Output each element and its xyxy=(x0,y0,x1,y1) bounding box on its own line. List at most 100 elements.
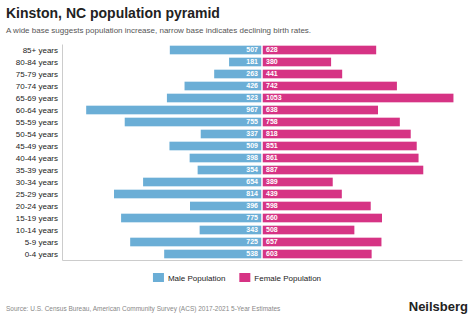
data-label: 441 xyxy=(266,70,278,77)
bar xyxy=(201,130,262,139)
y-tick-label: 25-29 years xyxy=(16,190,58,199)
watermark: Neilsberg xyxy=(409,299,468,314)
legend-swatch xyxy=(239,273,250,282)
bar-series xyxy=(86,46,262,259)
subtitle: A wide base suggests population increase… xyxy=(6,26,311,35)
y-tick-label: 60-64 years xyxy=(16,106,58,115)
chart: Kinston, NC population pyramid A wide bas… xyxy=(0,0,474,316)
data-label: 814 xyxy=(246,190,258,197)
data-label: 818 xyxy=(266,130,278,137)
bar xyxy=(167,94,262,103)
bar-series xyxy=(262,46,453,259)
y-tick-label: 35-39 years xyxy=(16,166,58,175)
data-label: 396 xyxy=(246,202,258,209)
bar xyxy=(114,190,262,199)
y-tick-label: 0-4 years xyxy=(25,250,58,259)
legend-label: Male Population xyxy=(168,274,225,283)
y-tick: 85+ years xyxy=(23,46,62,55)
data-label: 538 xyxy=(246,250,258,257)
x-axis xyxy=(63,260,463,261)
bar xyxy=(86,106,262,115)
bar xyxy=(262,130,411,139)
data-label: 628 xyxy=(266,46,278,53)
data-label: 509 xyxy=(246,142,258,149)
data-label: 507 xyxy=(246,46,258,53)
plot-area xyxy=(86,44,453,260)
data-label: 508 xyxy=(266,226,278,233)
legend-label: Female Population xyxy=(254,274,321,283)
data-label: 660 xyxy=(266,214,278,221)
data-label: 523 xyxy=(246,94,258,101)
y-tick-label: 70-74 years xyxy=(16,82,58,91)
title: Kinston, NC population pyramid xyxy=(6,5,220,21)
bar xyxy=(262,118,400,127)
y-tick-label: 40-44 years xyxy=(16,154,58,163)
bar xyxy=(130,238,262,247)
bar xyxy=(262,82,397,91)
y-axis-line xyxy=(62,45,63,261)
bar xyxy=(262,226,354,235)
y-tick: 55-59 years xyxy=(16,118,62,127)
y-tick-label: 85+ years xyxy=(23,46,58,55)
bar xyxy=(262,142,417,151)
bar xyxy=(164,250,262,259)
y-axis: 0-4 years5-9 years10-14 years15-19 years… xyxy=(16,45,63,261)
bar xyxy=(262,70,342,79)
y-tick: 60-64 years xyxy=(16,106,62,115)
data-label: 755 xyxy=(246,118,258,125)
bar xyxy=(214,70,262,79)
bar xyxy=(262,190,342,199)
y-tick: 35-39 years xyxy=(16,166,62,175)
data-label: 389 xyxy=(266,178,278,185)
bar xyxy=(229,58,262,67)
data-label: 742 xyxy=(266,82,278,89)
bar xyxy=(170,46,262,55)
data-label: 861 xyxy=(266,154,278,161)
source-note: Source: U.S. Census Bureau, American Com… xyxy=(6,305,281,313)
bar xyxy=(121,214,262,223)
bar xyxy=(125,118,262,127)
bar xyxy=(262,94,453,103)
y-tick: 50-54 years xyxy=(16,130,62,139)
data-label: 725 xyxy=(246,238,258,245)
data-label: 380 xyxy=(266,58,278,65)
y-tick-label: 20-24 years xyxy=(16,202,58,211)
bar xyxy=(262,58,331,67)
y-tick-label: 65-69 years xyxy=(16,94,58,103)
data-label: 426 xyxy=(246,82,258,89)
y-tick: 0-4 years xyxy=(25,250,62,259)
bar xyxy=(200,226,262,235)
y-tick: 5-9 years xyxy=(25,238,62,247)
y-tick-label: 50-54 years xyxy=(16,130,58,139)
y-tick: 30-34 years xyxy=(16,178,62,187)
bar xyxy=(198,166,262,175)
data-label: 439 xyxy=(266,190,278,197)
data-label: 758 xyxy=(266,118,278,125)
bar xyxy=(143,178,262,187)
bar xyxy=(262,214,382,223)
y-tick: 25-29 years xyxy=(16,190,62,199)
data-label: 887 xyxy=(266,166,278,173)
y-tick-label: 15-19 years xyxy=(16,214,58,223)
y-tick-label: 5-9 years xyxy=(25,238,58,247)
data-label: 337 xyxy=(246,130,258,137)
legend-item: Female Population xyxy=(239,273,321,283)
y-tick-label: 45-49 years xyxy=(16,142,58,151)
bar xyxy=(262,202,371,211)
y-tick-label: 30-34 years xyxy=(16,178,58,187)
bar xyxy=(262,46,376,55)
x-axis-line xyxy=(63,260,463,261)
data-label: 181 xyxy=(246,58,258,65)
legend-swatch xyxy=(153,273,164,282)
y-tick: 65-69 years xyxy=(16,94,62,103)
y-tick: 70-74 years xyxy=(16,82,62,91)
data-label: 343 xyxy=(246,226,258,233)
data-label: 851 xyxy=(266,142,278,149)
data-label: 398 xyxy=(246,154,258,161)
bar xyxy=(262,238,381,247)
data-label: 263 xyxy=(246,70,258,77)
bar xyxy=(262,154,419,163)
data-labels: 5387253437753968146543543985093377559675… xyxy=(246,46,281,257)
y-tick: 75-79 years xyxy=(16,70,62,79)
y-tick-label: 55-59 years xyxy=(16,118,58,127)
